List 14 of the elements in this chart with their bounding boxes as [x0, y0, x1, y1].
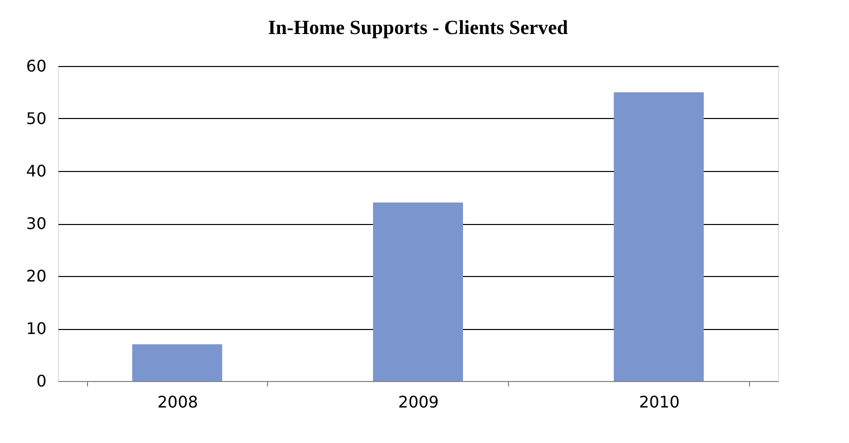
bar	[373, 202, 463, 381]
y-tick-label: 50	[26, 109, 46, 128]
y-tick-label: 0	[36, 372, 46, 390]
x-tick-label: 2010	[638, 392, 680, 412]
y-tick-label: 30	[26, 214, 46, 233]
x-tick-label: 2008	[157, 392, 198, 412]
x-tick-label: 2009	[398, 392, 439, 412]
bar	[132, 344, 222, 381]
y-tick-label: 10	[26, 319, 46, 338]
y-tick-label: 20	[26, 266, 46, 286]
bar	[614, 92, 704, 381]
y-tick-label: 60	[26, 56, 46, 76]
y-tick-label: 40	[26, 162, 46, 180]
chart-title: In-Home Supports - Clients Served	[268, 17, 568, 39]
